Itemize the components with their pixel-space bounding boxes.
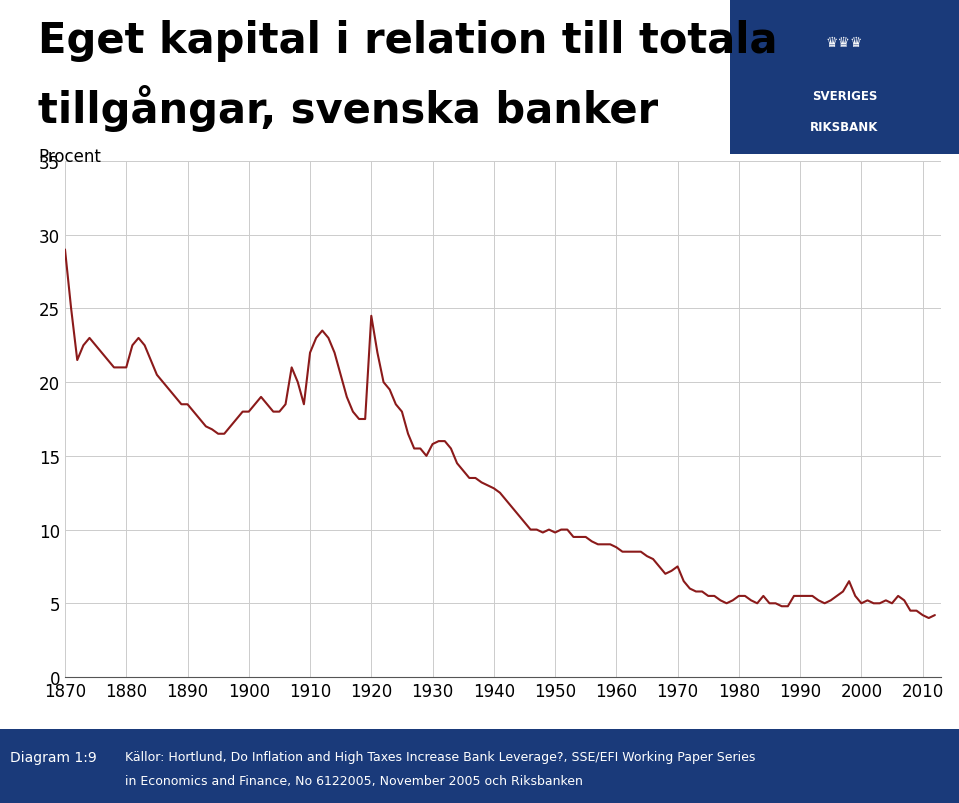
Text: ♛♛♛: ♛♛♛ <box>826 36 863 51</box>
Text: SVERIGES: SVERIGES <box>812 89 877 103</box>
Text: Eget kapital i relation till totala: Eget kapital i relation till totala <box>38 20 778 62</box>
Text: in Economics and Finance, No 6122005, November 2005 och Riksbanken: in Economics and Finance, No 6122005, No… <box>125 774 582 787</box>
Text: RIKSBANK: RIKSBANK <box>810 120 878 133</box>
Text: Procent: Procent <box>38 148 102 165</box>
Text: tillgångar, svenska banker: tillgångar, svenska banker <box>38 85 659 132</box>
Text: Källor: Hortlund, Do Inflation and High Taxes Increase Bank Leverage?, SSE/EFI W: Källor: Hortlund, Do Inflation and High … <box>125 750 755 763</box>
Text: Diagram 1:9: Diagram 1:9 <box>10 750 96 764</box>
